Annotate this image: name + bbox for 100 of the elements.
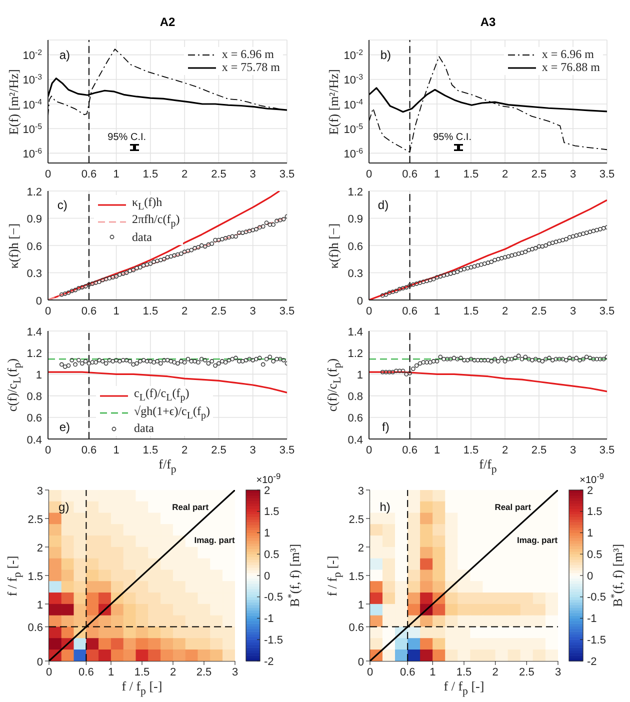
- x-tick-label: 2: [182, 168, 188, 180]
- x-tick-label: 2: [502, 444, 508, 456]
- annotation: b): [380, 48, 391, 62]
- x-tick-label: 1: [434, 444, 440, 456]
- annotation: e): [59, 420, 70, 434]
- x-tick-label: 3: [570, 168, 576, 180]
- y-tick-label: 2.5: [28, 514, 43, 526]
- x-tick-label: 1: [434, 168, 440, 180]
- y-tick-label: 0.4: [348, 434, 363, 446]
- x-tick-label: 0: [44, 305, 52, 318]
- annotation: Real part: [172, 502, 209, 512]
- x-tick-label: 3: [570, 305, 576, 318]
- y-tick-label: 1.2: [26, 348, 42, 360]
- y-tick-label: 10$^{-2}$: [344, 48, 363, 62]
- x-tick-label: 2.5: [196, 666, 212, 678]
- annotation: c): [57, 198, 68, 212]
- x-tick-label: 3.5: [599, 168, 615, 180]
- x-tick-label: 3.5: [279, 444, 295, 456]
- annotation: Imag. part: [517, 534, 558, 544]
- x-tick-label: 3: [570, 444, 576, 456]
- x-tick-label: 1: [108, 666, 114, 678]
- annotation: a): [59, 48, 70, 62]
- legend-label: κ$_{L}$(f)h: [132, 195, 162, 214]
- x-tick-label: 3: [250, 168, 256, 180]
- y-tick-label: 0.6: [348, 240, 363, 253]
- y-tick-label: 1.2: [348, 186, 363, 198]
- annotation: 95% C.I.: [108, 132, 146, 144]
- x-tick-label: 1: [113, 444, 120, 456]
- y-tick-label: 1.4: [26, 326, 42, 338]
- chart-title: A3: [480, 15, 496, 29]
- y-tick-label: 0.6: [348, 622, 364, 634]
- color-bar-label: 2: [264, 484, 270, 497]
- x-tick-label: 2.5: [211, 168, 226, 180]
- y-tick-label: 0: [36, 656, 43, 668]
- y-tick-label: 0.6: [348, 412, 363, 425]
- x-tick-label: 3.5: [279, 168, 295, 180]
- color-bar-label: 1: [264, 528, 270, 540]
- y-tick-label: 10$^{-3}$: [344, 72, 364, 87]
- annotation: 95% C.I.: [433, 132, 472, 144]
- x-tick-label: 2.5: [531, 168, 547, 180]
- y-tick-label: 0.8: [26, 391, 42, 404]
- y-tick-label: 1.2: [26, 186, 42, 198]
- x-tick-label: 1: [113, 168, 120, 180]
- color-bar-label: -1: [264, 613, 274, 626]
- x-tick-label: 0.6: [81, 444, 97, 456]
- y-tick-label: 10$^{-5}$: [22, 121, 43, 136]
- y-tick-label: 1.5: [28, 570, 43, 583]
- y-tick-label: 3: [358, 485, 364, 498]
- y-tick-label: 0.8: [348, 391, 363, 404]
- x-tick-label: 3: [250, 305, 256, 318]
- x-tick-label: 1.5: [463, 305, 479, 318]
- annotation: g): [58, 500, 70, 514]
- y-tick-label: 0.3: [26, 268, 42, 280]
- x-axis-title: f/f$_{p}$: [158, 456, 176, 476]
- y-tick-label: 1.2: [348, 348, 363, 360]
- x-tick-label: 1: [434, 305, 440, 318]
- x-tick-label: 1: [430, 666, 436, 678]
- y-axis-title: κ(f)h [−]: [326, 222, 342, 268]
- color-bar-label: -1.5: [264, 634, 283, 646]
- y-tick-label: 0.9: [348, 214, 363, 226]
- y-tick-label: 1.5: [348, 570, 364, 583]
- x-tick-label: 0: [366, 305, 372, 318]
- y-tick-label: 10$^{-6}$: [344, 146, 364, 160]
- x-tick-label: 0.6: [81, 305, 97, 318]
- x-tick-label: 2.5: [211, 444, 226, 456]
- color-bar-label: -0.5: [264, 592, 283, 604]
- x-tick-label: 3: [232, 666, 238, 678]
- x-tick-label: 2: [502, 305, 508, 318]
- color-bar-label: 0: [264, 570, 270, 582]
- x-tick-label: 0.6: [78, 666, 94, 678]
- y-tick-label: 10$^{-3}$: [22, 72, 43, 87]
- y-tick-label: 2.5: [348, 514, 364, 526]
- legend-label: data: [132, 230, 152, 244]
- x-tick-label: 0.6: [402, 305, 418, 318]
- x-tick-label: 1.5: [456, 666, 472, 678]
- x-tick-label: 1.5: [463, 444, 479, 456]
- legend-label: x = 6.96 m: [222, 47, 274, 61]
- y-axis-title: E(f) [m²/Hz]: [326, 68, 342, 134]
- y-tick-label: 10$^{-6}$: [22, 146, 43, 160]
- x-tick-label: 0.6: [400, 666, 416, 678]
- annotation: Imag. part: [194, 534, 235, 544]
- text: ×10$^{-9}$: [580, 470, 604, 486]
- chart-title: A2: [160, 15, 176, 29]
- x-tick-label: 1.5: [142, 168, 158, 180]
- x-tick-label: 3.5: [599, 305, 615, 318]
- y-tick-label: 1: [356, 369, 363, 382]
- color-bar-label: 0.5: [587, 548, 602, 561]
- y-tick-label: 0.6: [26, 240, 42, 253]
- x-tick-label: 3.5: [599, 444, 615, 456]
- y-tick-label: 1: [36, 369, 42, 382]
- x-tick-label: 0: [366, 444, 372, 456]
- x-tick-label: 3: [554, 666, 562, 678]
- x-tick-label: 2.5: [211, 305, 226, 318]
- x-tick-label: 2: [502, 168, 508, 180]
- x-tick-label: 0: [44, 444, 52, 456]
- legend-label: x = 75.78 m: [222, 60, 280, 74]
- x-tick-label: 0: [46, 666, 52, 678]
- y-tick-label: 0.3: [348, 268, 363, 280]
- x-axis-title: f / f$_{p}$ [-]: [122, 678, 162, 698]
- color-bar-label: 0.5: [264, 548, 280, 561]
